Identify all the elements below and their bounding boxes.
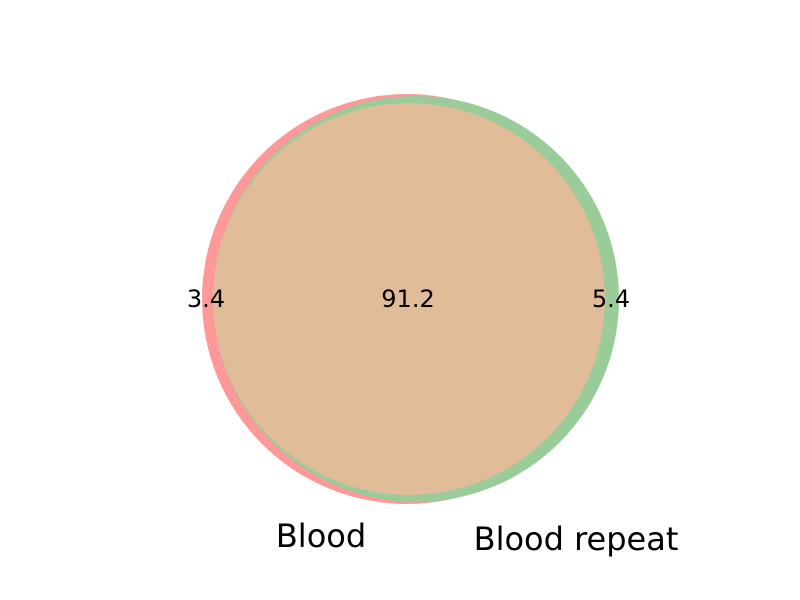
set-label-blood-repeat: Blood repeat — [474, 520, 679, 558]
overlap-region — [213, 103, 605, 495]
region-label-overlap: 91.2 — [381, 285, 434, 313]
region-label-blood-only: 3.4 — [187, 285, 225, 313]
set-label-blood: Blood — [276, 517, 366, 555]
region-label-blood-repeat-only: 5.4 — [592, 285, 630, 313]
